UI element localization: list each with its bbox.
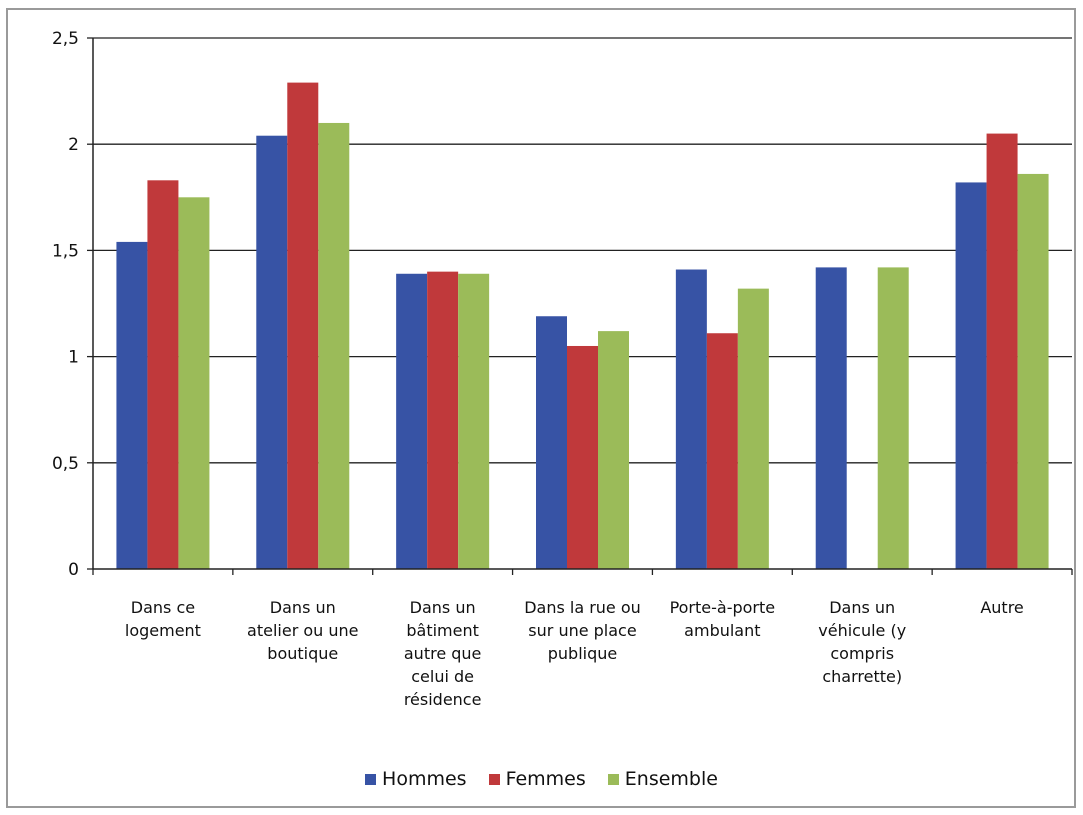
legend-label: Ensemble: [624, 768, 718, 790]
y-tick-label: 0,5: [52, 454, 79, 474]
x-category-label-line: logement: [125, 621, 201, 640]
x-category-label-line: celui de: [411, 667, 474, 686]
x-category-label-line: autre que: [404, 644, 482, 663]
bar-femmes: [287, 82, 319, 569]
bar-femmes: [147, 180, 179, 570]
x-axis-labels: Dans ce logement Dans un atelier ou une bout…: [125, 598, 1024, 709]
bar-ensemble: [1017, 173, 1049, 569]
legend-label: Hommes: [382, 768, 467, 790]
bar-femmes: [427, 271, 459, 569]
bar-ensemble: [598, 331, 629, 569]
bar-ensemble: [318, 122, 350, 570]
legend-swatch: [488, 773, 500, 785]
y-tick-label: 2,5: [52, 29, 79, 49]
x-category-label-line: publique: [548, 644, 617, 663]
bar-femmes: [706, 333, 738, 569]
bar-hommes: [955, 182, 987, 569]
x-category-label-line: charrette): [822, 667, 902, 686]
x-category-label: Dans un véhicule (y compris charrette): [818, 598, 906, 686]
x-category-label-line: compris: [830, 644, 894, 663]
x-category-label-line: résidence: [404, 690, 482, 709]
axes: [92, 38, 1073, 575]
bars: [116, 82, 1049, 570]
x-category-label: Autre: [980, 598, 1023, 617]
y-axis-ticks: 0 0,5 1 1,5 2 2,5: [52, 29, 93, 580]
bar-ensemble: [458, 273, 490, 569]
bar-femmes: [986, 133, 1018, 569]
bar-hommes: [536, 316, 567, 569]
bar-hommes: [396, 273, 428, 569]
x-category-label-line: véhicule (y: [818, 621, 906, 640]
x-category-label-line: Dans un: [270, 598, 336, 617]
x-category-label-line: Autre: [980, 598, 1023, 617]
bar-ensemble: [737, 288, 769, 569]
bar-ensemble: [178, 197, 210, 570]
x-category-label-line: Dans la rue ou: [524, 598, 641, 617]
y-tick-label: 2: [68, 135, 79, 155]
x-category-label: Porte-à-porte ambulant: [670, 598, 776, 640]
x-category-label: Dans ce logement: [125, 598, 201, 640]
bar-hommes: [815, 267, 847, 569]
legend-swatch: [607, 773, 619, 785]
x-category-label-line: atelier ou une: [247, 621, 358, 640]
legend-item-femmes: Femmes: [488, 768, 586, 790]
bar-hommes: [116, 241, 148, 570]
legend: Hommes Femmes Ensemble: [0, 768, 1083, 790]
x-category-label: Dans un bâtiment autre que celui de résidenc…: [404, 598, 482, 709]
bar-hommes: [675, 269, 707, 569]
x-category-label-line: sur une place: [528, 621, 636, 640]
x-category-label-line: Dans un: [410, 598, 476, 617]
bar-hommes: [256, 135, 288, 570]
x-category-label-line: ambulant: [684, 621, 760, 640]
x-category-label-line: Dans un: [829, 598, 895, 617]
x-category-label-line: Porte-à-porte: [670, 598, 776, 617]
y-tick-label: 1: [68, 348, 79, 368]
x-category-label: Dans la rue ou sur une place publique: [524, 598, 641, 663]
x-category-label: Dans un atelier ou une boutique: [247, 598, 358, 663]
bar-femmes: [567, 345, 598, 569]
legend-item-ensemble: Ensemble: [607, 768, 718, 790]
legend-item-hommes: Hommes: [365, 768, 467, 790]
y-tick-label: 1,5: [52, 241, 79, 261]
x-category-label-line: boutique: [267, 644, 338, 663]
y-tick-label: 0: [68, 560, 79, 580]
x-category-label-line: Dans ce: [131, 598, 195, 617]
legend-swatch: [365, 773, 377, 785]
legend-label: Femmes: [505, 768, 586, 790]
bar-ensemble: [877, 267, 909, 569]
x-category-label-line: bâtiment: [406, 621, 479, 640]
